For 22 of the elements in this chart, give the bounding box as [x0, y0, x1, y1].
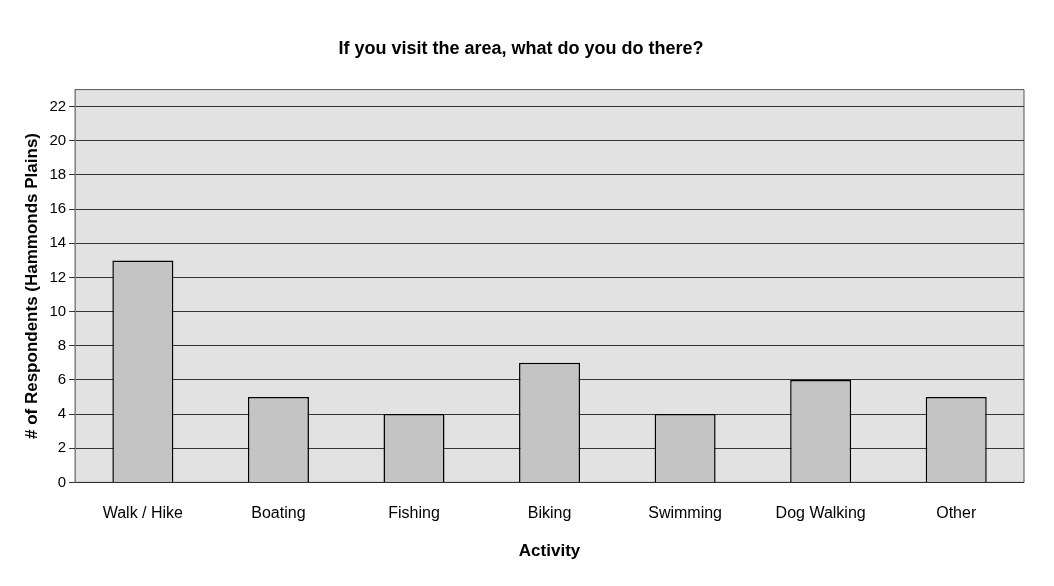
x-tick-label: Biking: [527, 504, 572, 522]
y-tick-label: 0: [57, 472, 67, 490]
y-tick-label: 14: [49, 233, 67, 251]
y-tick-label: 22: [49, 96, 67, 114]
x-axis-title: Activity: [518, 541, 581, 561]
y-tick-label: 6: [57, 370, 67, 388]
x-tick-label: Dog Walking: [775, 504, 866, 522]
y-tick-label: 10: [49, 301, 67, 319]
y-axis-title: # of Respondents (Hammonds Plains): [21, 132, 41, 440]
x-tick-label: Swimming: [648, 504, 722, 522]
y-tick-label: 16: [49, 199, 67, 217]
y-tick-label: 20: [49, 130, 67, 148]
y-tick-label: 4: [57, 404, 67, 422]
x-tick-label: Boating: [251, 504, 306, 522]
x-tick-label: Other: [936, 504, 977, 522]
y-tick-label: 12: [49, 267, 67, 285]
x-tick-label: Fishing: [388, 504, 440, 522]
y-tick-label: 8: [57, 335, 67, 353]
y-tick-label: 2: [57, 438, 67, 456]
x-tick-label: Walk / Hike: [102, 504, 184, 522]
y-tick-label: 18: [49, 165, 67, 183]
chart-title: If you visit the area, what do you do there?: [338, 37, 704, 58]
